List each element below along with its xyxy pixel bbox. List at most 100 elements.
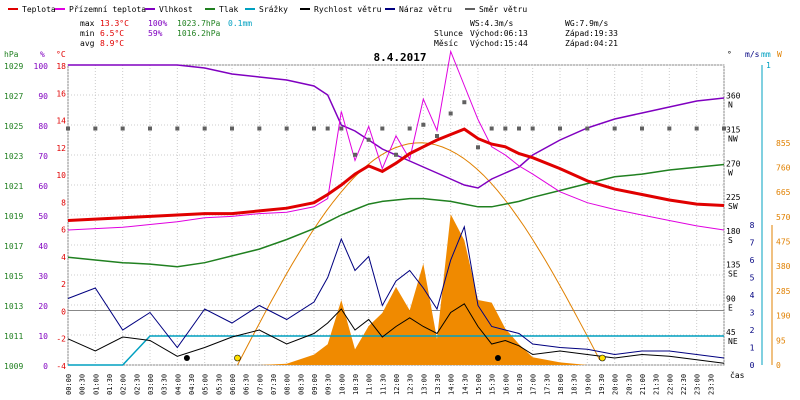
- tick-time: 15:30: [489, 374, 497, 395]
- tick-degc: -4: [56, 362, 66, 371]
- tick-deg: 270: [726, 159, 741, 168]
- tick-degc: 2: [61, 280, 66, 289]
- legend-label: Přízemní teplota: [69, 5, 146, 14]
- tick-hpa: 1017: [4, 242, 23, 251]
- wind-dir-mark: [93, 126, 98, 131]
- stats-max-press: 1023.7hPa: [177, 19, 221, 28]
- unit-cas: čas: [730, 370, 745, 380]
- tick-ms: 2: [750, 326, 755, 335]
- tick-w: 0: [776, 361, 781, 370]
- series-gust: [67, 225, 725, 359]
- tick-ms: 7: [750, 239, 755, 248]
- stats-max-rain: 0.1mm: [228, 19, 252, 28]
- stats-wg: WG:7.9m/s: [565, 19, 609, 28]
- tick-pct: 20: [38, 302, 48, 311]
- series-ground-temp: [67, 49, 725, 231]
- tick-dir: SW: [728, 202, 738, 211]
- unit-mm: mm: [761, 50, 771, 59]
- tick-time: 13:30: [434, 374, 442, 395]
- legend-label: Tlak: [219, 5, 238, 14]
- legend-label: Rychlost větru: [314, 5, 382, 14]
- tick-w: 665: [776, 188, 791, 197]
- tick-degc: 12: [56, 144, 66, 153]
- tick-time: 17:30: [543, 374, 551, 395]
- tick-pct: 50: [38, 212, 48, 221]
- tick-hpa: 1013: [4, 302, 23, 311]
- tick-ms: 6: [750, 256, 755, 265]
- wind-dir-mark: [325, 126, 330, 131]
- wind-dir-mark: [640, 126, 644, 131]
- legend-label: Směr větru: [479, 5, 527, 14]
- tick-time: 04:30: [188, 374, 196, 395]
- tick-hpa: 1019: [4, 212, 23, 221]
- wind-dir-mark: [284, 126, 289, 131]
- tick-deg: 315: [726, 126, 741, 135]
- legend: Teplota Přízemní teplota Vlhkost Tlak Srážky…: [8, 5, 527, 14]
- wind-dir-mark: [421, 122, 426, 127]
- unit-hpa: hPa: [4, 50, 19, 59]
- tick-degc: 4: [61, 253, 66, 262]
- tick-pct: 10: [38, 332, 48, 341]
- legend-label: Vlhkost: [159, 5, 193, 14]
- tick-hpa: 1021: [4, 182, 23, 191]
- tick-time: 17:00: [530, 374, 538, 395]
- tick-time: 21:00: [639, 374, 647, 395]
- wind-dir-mark: [612, 126, 617, 131]
- wind-dir-mark: [448, 111, 453, 116]
- tick-dir: W: [728, 168, 733, 177]
- tick-hpa: 1029: [4, 62, 23, 71]
- tick-pct: 80: [38, 122, 48, 131]
- tick-time: 02:00: [120, 374, 128, 395]
- stats-avg-label: avg: [80, 39, 95, 48]
- tick-time: 13:00: [420, 374, 428, 395]
- unit-w: W: [777, 50, 782, 59]
- tick-ms: 0: [750, 361, 755, 370]
- tick-w: 95: [776, 336, 786, 345]
- wind-dir-mark: [558, 126, 562, 131]
- tick-dir: NE: [728, 337, 738, 346]
- tick-w: 570: [776, 213, 791, 222]
- wind-dir-mark: [148, 126, 152, 131]
- series-humidity: [68, 64, 725, 189]
- tick-dir: S: [728, 236, 733, 245]
- tick-degc: 16: [56, 89, 66, 98]
- tick-degc: 14: [56, 117, 66, 126]
- tick-time: 00:00: [65, 374, 73, 395]
- stats-sun-label: Slunce: [434, 29, 463, 38]
- tick-degc: 18: [56, 62, 66, 71]
- tick-time: 08:00: [284, 374, 292, 395]
- stats-sun-rise: Východ:06:13: [470, 29, 528, 38]
- tick-deg: 135: [726, 261, 741, 270]
- sunset-marker: [599, 354, 606, 362]
- stats-min-press: 1016.2hPa: [177, 29, 221, 38]
- tick-pct: 90: [38, 92, 48, 101]
- tick-w: 285: [776, 287, 791, 296]
- wind-dir-mark: [66, 126, 70, 131]
- tick-time: 03:00: [147, 374, 155, 395]
- tick-time: 10:00: [338, 374, 346, 395]
- stats-ws: WS:4.3m/s: [470, 19, 514, 28]
- series-radiation: [68, 214, 724, 365]
- stats-max-label: max: [80, 19, 95, 28]
- sun-curve: [237, 142, 601, 366]
- series-rain: [68, 335, 724, 366]
- tick-time: 03:30: [161, 374, 169, 395]
- wind-dir-mark: [353, 152, 357, 157]
- tick-hpa: 1015: [4, 272, 23, 281]
- stats-min-temp: 6.5°C: [100, 29, 124, 38]
- tick-hpa: 1009: [4, 362, 23, 371]
- tick-dir: N: [728, 101, 733, 110]
- legend-label: Teplota: [22, 5, 56, 14]
- tick-ms: 8: [750, 221, 755, 230]
- tick-ms: 1: [750, 344, 755, 353]
- series-wind: [67, 303, 725, 364]
- tick-mm: 1: [766, 61, 771, 70]
- tick-time: 20:30: [625, 374, 633, 395]
- tick-time: 00:30: [79, 374, 87, 395]
- tick-pct: 30: [38, 272, 48, 281]
- plot-area: [66, 49, 726, 366]
- wind-dir-mark: [312, 126, 316, 131]
- wind-dir-mark: [476, 145, 480, 150]
- tick-time: 06:00: [229, 374, 237, 395]
- tick-time: 09:30: [325, 374, 333, 395]
